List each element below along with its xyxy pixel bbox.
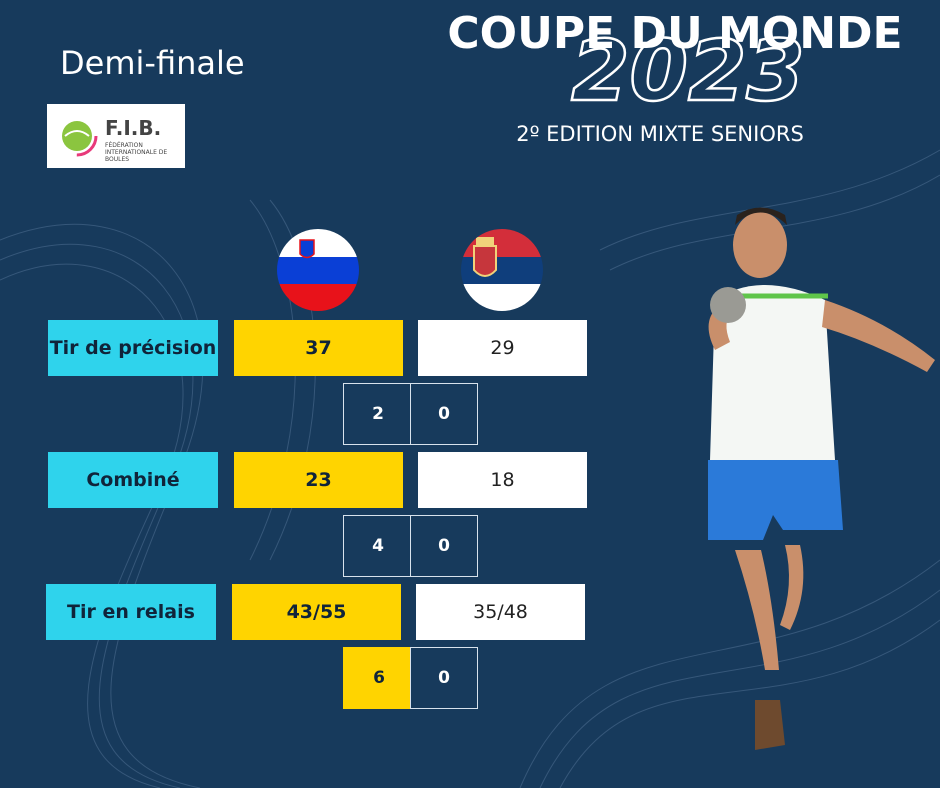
away-score: 18 xyxy=(418,452,587,508)
logo-icon xyxy=(56,115,98,157)
home-score: 43/55 xyxy=(232,584,401,640)
row-label: Tir en relais xyxy=(46,584,216,640)
home-points: 2 xyxy=(343,383,411,445)
away-score: 29 xyxy=(418,320,587,376)
away-points: 0 xyxy=(410,647,478,709)
row-label: Tir de précision xyxy=(48,320,218,376)
away-points: 0 xyxy=(410,383,478,445)
away-points: 0 xyxy=(410,515,478,577)
row-label: Combiné xyxy=(48,452,218,508)
edition: 2º EDITION MIXTE SENIORS xyxy=(516,122,804,146)
home-score: 37 xyxy=(234,320,403,376)
away-score: 35/48 xyxy=(416,584,585,640)
home-score: 23 xyxy=(234,452,403,508)
home-points: 6 xyxy=(343,647,411,709)
year: 2023 xyxy=(571,22,805,120)
subtitle: Demi-finale xyxy=(60,44,245,82)
home-points: 4 xyxy=(343,515,411,577)
title: COUPE DU MONDE xyxy=(447,8,903,59)
logo: F.I.B. FÉDÉRATION INTERNATIONALE DE BOUL… xyxy=(47,104,185,168)
logo-acronym: F.I.B. xyxy=(105,116,162,140)
logo-name: FÉDÉRATION INTERNATIONALE DE BOULES xyxy=(105,142,168,163)
